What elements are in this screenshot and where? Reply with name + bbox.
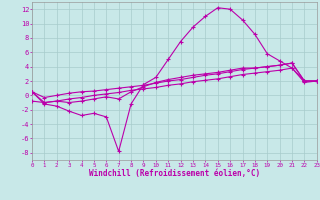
X-axis label: Windchill (Refroidissement éolien,°C): Windchill (Refroidissement éolien,°C) <box>89 169 260 178</box>
